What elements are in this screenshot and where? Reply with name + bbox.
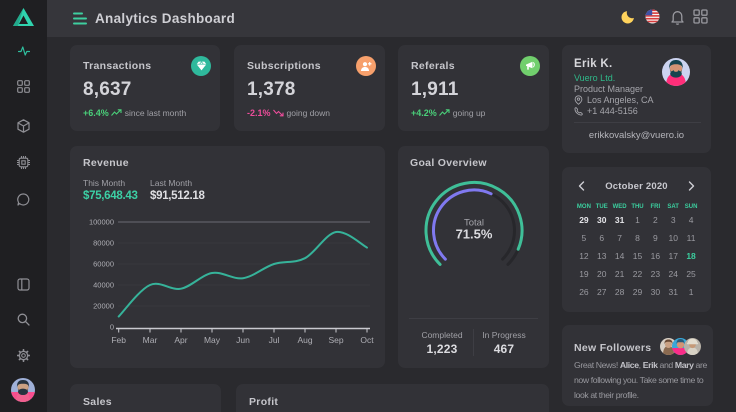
svg-text:100000: 100000 <box>89 218 114 227</box>
svg-text:Aug: Aug <box>297 335 312 345</box>
svg-text:80000: 80000 <box>93 239 114 248</box>
svg-text:Feb: Feb <box>111 335 126 345</box>
svg-text:40000: 40000 <box>93 281 114 290</box>
svg-text:71.5%: 71.5% <box>456 227 493 242</box>
svg-text:Jun: Jun <box>236 335 250 345</box>
svg-text:Apr: Apr <box>174 335 187 345</box>
svg-text:60000: 60000 <box>93 260 114 269</box>
svg-text:20000: 20000 <box>93 302 114 311</box>
svg-text:Oct: Oct <box>360 335 374 345</box>
svg-text:May: May <box>204 335 221 345</box>
svg-text:Mar: Mar <box>143 335 158 345</box>
svg-text:Jul: Jul <box>269 335 280 345</box>
svg-text:0: 0 <box>110 323 114 332</box>
svg-text:Sep: Sep <box>328 335 343 345</box>
svg-text:Total: Total <box>464 218 484 229</box>
